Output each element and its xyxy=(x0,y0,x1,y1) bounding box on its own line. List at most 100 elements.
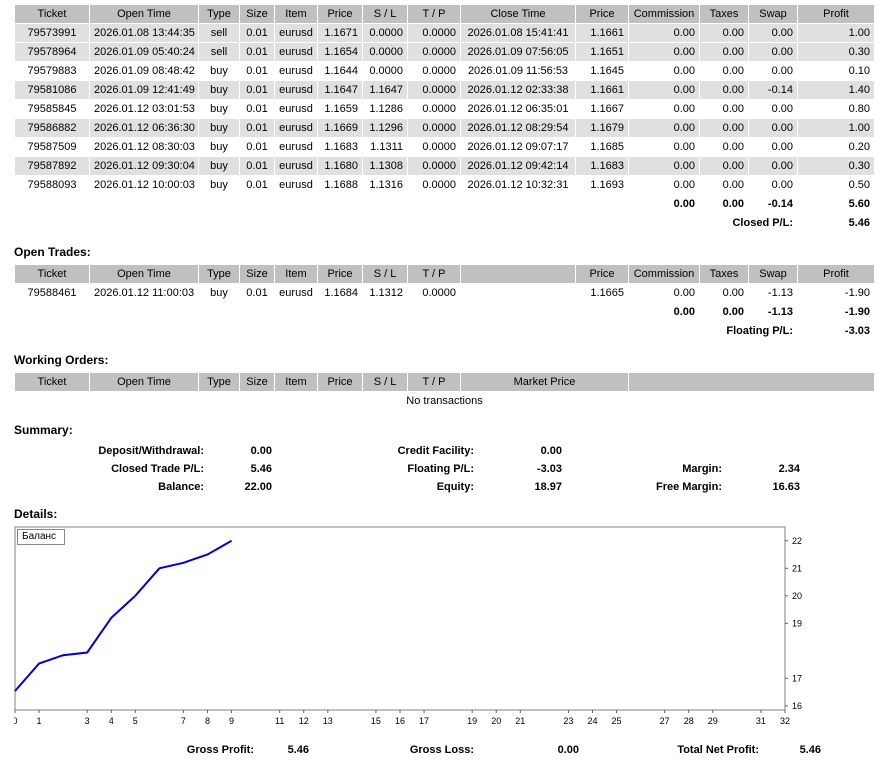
cell: 0.0000 xyxy=(408,62,460,80)
cell: 0.00 xyxy=(749,157,797,175)
cell: 0.0000 xyxy=(408,119,460,137)
cell: 0.00 xyxy=(629,119,699,137)
spacer-cell xyxy=(15,303,628,321)
cell: 0.00 xyxy=(629,24,699,42)
open-totals-row: 0.00 0.00 -1.13 -1.90 xyxy=(15,303,874,321)
cell: 1.1659 xyxy=(318,100,362,118)
cell: 0.01 xyxy=(240,24,274,42)
cell: 2026.01.12 02:33:38 xyxy=(461,81,575,99)
cell: buy xyxy=(199,62,239,80)
column-header: S / L xyxy=(363,265,407,283)
column-header: Price xyxy=(318,265,362,283)
cell: 0.00 xyxy=(749,138,797,156)
column-header: Ticket xyxy=(15,373,89,391)
column-header: T / P xyxy=(408,373,460,391)
column-header: S / L xyxy=(363,373,407,391)
column-header: Taxes xyxy=(700,5,748,23)
column-header: T / P xyxy=(408,265,460,283)
axis-label: 15 xyxy=(371,716,381,726)
cell: 79587892 xyxy=(15,157,89,175)
cell: 0.0000 xyxy=(408,24,460,42)
column-header: Price xyxy=(576,5,628,23)
no-transactions-row: No transactions xyxy=(15,392,874,410)
total-net-profit-label: Total Net Profit: xyxy=(677,744,759,756)
cell xyxy=(461,284,575,302)
balance-label: Balance: xyxy=(158,481,204,493)
balance-value: 22.00 xyxy=(244,481,272,493)
column-header: Open Time xyxy=(90,373,198,391)
cell: 0.01 xyxy=(240,43,274,61)
cell: 0.00 xyxy=(749,62,797,80)
cell: 1.1684 xyxy=(318,284,362,302)
floating-pl-label: Floating P/L: xyxy=(15,322,797,340)
axis-label: 4 xyxy=(109,716,114,726)
cell: 1.1688 xyxy=(318,176,362,194)
column-header: Open Time xyxy=(90,5,198,23)
cell: 0.30 xyxy=(798,43,874,61)
cell: 0.0000 xyxy=(408,138,460,156)
cell: 0.00 xyxy=(700,138,748,156)
cell: eurusd xyxy=(275,100,317,118)
deposit-value: 0.00 xyxy=(250,445,272,457)
cell: 1.1669 xyxy=(318,119,362,137)
axis-label: 22 xyxy=(792,536,802,546)
cell: 0.0000 xyxy=(408,81,460,99)
cell: 0.00 xyxy=(700,62,748,80)
cell: 2026.01.09 05:40:24 xyxy=(90,43,198,61)
cell: 1.1644 xyxy=(318,62,362,80)
details-section-label: Details: xyxy=(14,507,58,521)
column-header: Item xyxy=(275,5,317,23)
cell: 79588461 xyxy=(15,284,89,302)
cell: 1.1661 xyxy=(576,81,628,99)
cell: 2026.01.12 06:35:01 xyxy=(461,100,575,118)
cell: 0.01 xyxy=(240,81,274,99)
cell: 2026.01.09 12:41:49 xyxy=(90,81,198,99)
open-trades-section-label: Open Trades: xyxy=(14,245,91,259)
column-header-market-price: Market Price xyxy=(461,373,628,391)
axis-label: 9 xyxy=(229,716,234,726)
cell: 0.00 xyxy=(629,81,699,99)
cell: 1.00 xyxy=(798,24,874,42)
cell: 0.00 xyxy=(700,100,748,118)
cell: 0.00 xyxy=(700,43,748,61)
cell: 1.00 xyxy=(798,119,874,137)
cell: eurusd xyxy=(275,284,317,302)
cell: eurusd xyxy=(275,62,317,80)
closed-pl-label: Closed P/L: xyxy=(15,214,797,232)
open-total-taxes: 0.00 xyxy=(700,303,748,321)
axis-label: 21 xyxy=(515,716,525,726)
cell: 0.00 xyxy=(700,119,748,137)
cell: buy xyxy=(199,119,239,137)
axis-label: 19 xyxy=(467,716,477,726)
cell: 0.0000 xyxy=(408,284,460,302)
axis-label: 20 xyxy=(491,716,501,726)
axis-label: 11 xyxy=(275,716,284,726)
axis-label: 7 xyxy=(181,716,186,726)
table-row: 79581086 2026.01.09 12:41:49 buy 0.01 eurusd… xyxy=(15,81,874,99)
cell: 0.00 xyxy=(629,43,699,61)
axis-label: 16 xyxy=(792,701,802,711)
floating-pl-value: -3.03 xyxy=(798,322,874,340)
cell: 2026.01.12 10:00:03 xyxy=(90,176,198,194)
balance-chart-svg: 0 1 3 4 5 7 8 9 11 12 13 15 16 17 19 20 21 23 24 25 27 28 29 31… xyxy=(12,526,802,726)
no-transactions-text: No transactions xyxy=(15,392,874,410)
cell: 0.20 xyxy=(798,138,874,156)
cell: 0.01 xyxy=(240,119,274,137)
column-header: Item xyxy=(275,373,317,391)
cell: eurusd xyxy=(275,176,317,194)
cell: 1.1680 xyxy=(318,157,362,175)
cell: buy xyxy=(199,138,239,156)
axis-label: 20 xyxy=(792,591,802,601)
cell: 0.00 xyxy=(749,43,797,61)
column-header: Swap xyxy=(749,5,797,23)
table-row: 79588461 2026.01.12 11:00:03 buy 0.01 eurusd… xyxy=(15,284,874,302)
closed-total-profit: 5.60 xyxy=(798,195,874,213)
cell: eurusd xyxy=(275,138,317,156)
cell: eurusd xyxy=(275,119,317,137)
axis-label: 27 xyxy=(660,716,670,726)
axis-label: 8 xyxy=(205,716,210,726)
column-header: Price xyxy=(318,5,362,23)
